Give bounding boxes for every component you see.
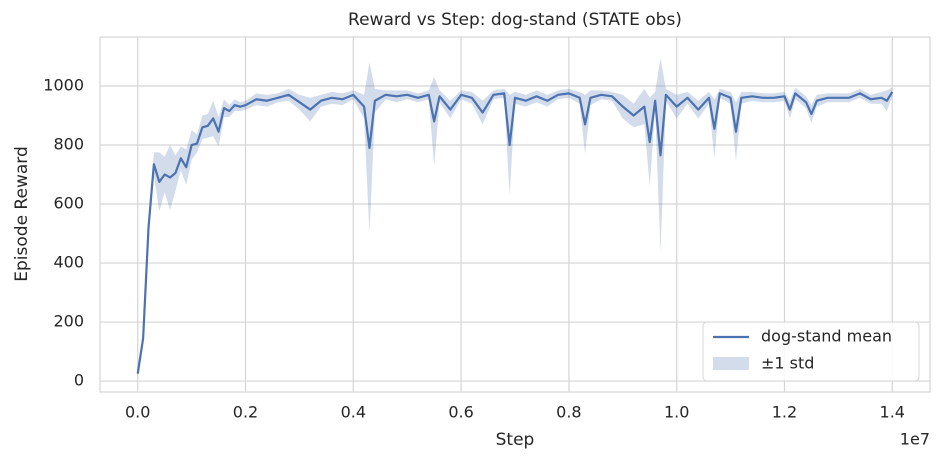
y-tick-label: 600 — [53, 194, 84, 213]
x-offset-label: 1e7 — [900, 430, 930, 449]
legend-box — [702, 321, 920, 382]
y-tick-label: 400 — [53, 253, 84, 272]
y-tick-label: 0 — [74, 371, 84, 390]
y-tick-label: 200 — [53, 312, 84, 331]
mean-line — [136, 91, 894, 374]
y-tick-label: 800 — [53, 135, 84, 154]
x-tick-label: 1.0 — [664, 403, 689, 422]
y-axis-label: Episode Reward — [12, 146, 32, 281]
y-tick-label: 1000 — [43, 75, 84, 94]
legend-label: ±1 std — [761, 354, 814, 373]
x-tick-label: 0.4 — [341, 403, 366, 422]
legend-label: dog-stand mean — [761, 327, 892, 346]
x-tick-label: 1.2 — [772, 403, 797, 422]
x-tick-label: 0.2 — [233, 403, 258, 422]
x-tick-label: 0.8 — [556, 403, 581, 422]
plot-frame — [99, 36, 931, 393]
chart-title: Reward vs Step: dog-stand (STATE obs) — [348, 10, 682, 30]
x-axis-label: Step — [496, 430, 535, 450]
x-tick-label: 0.6 — [448, 403, 473, 422]
x-tick-label: 0.0 — [125, 403, 150, 422]
legend-swatch — [713, 357, 749, 370]
x-tick-label: 1.4 — [880, 403, 905, 422]
